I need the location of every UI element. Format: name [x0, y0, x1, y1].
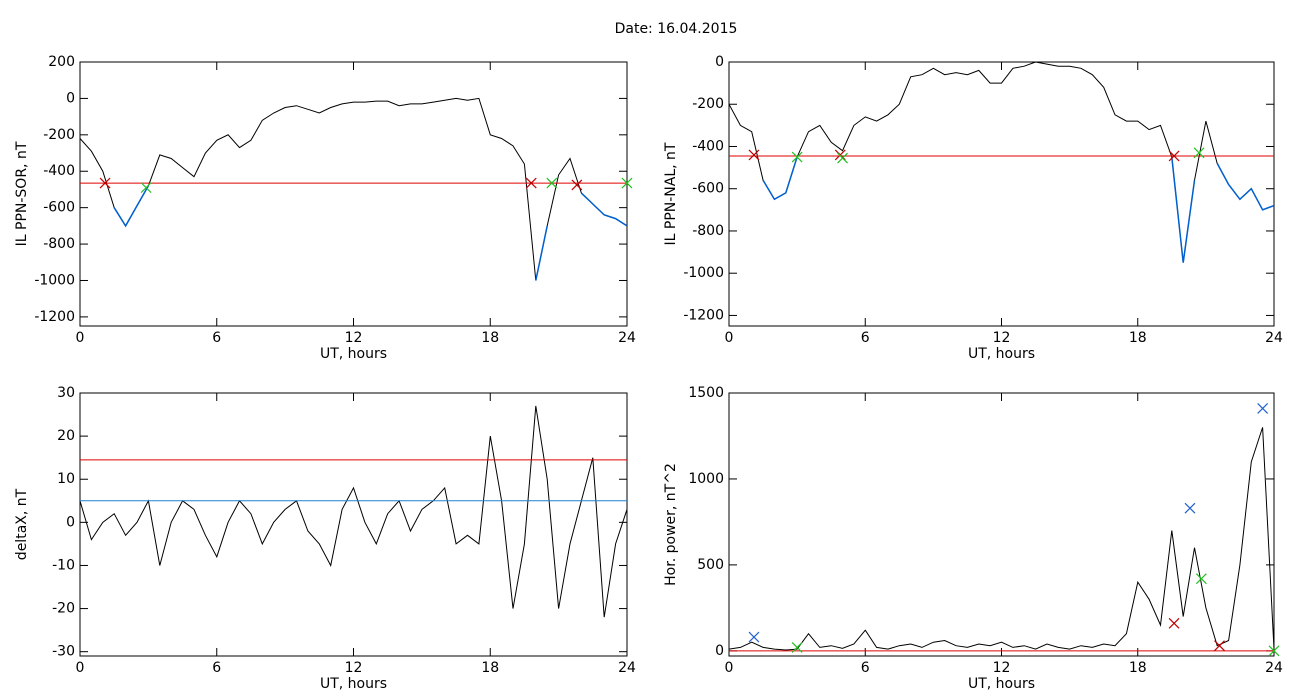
- below-threshold-line: [762, 156, 798, 201]
- x-tick-label: 6: [212, 660, 221, 676]
- y-axis-label: Hor. power, nT^2: [663, 463, 679, 586]
- marker: [837, 152, 848, 164]
- data-line: [729, 427, 1274, 651]
- y-tick-label: 0: [66, 514, 75, 530]
- y-axis-label: IL PPN-SOR, nT: [14, 141, 30, 246]
- below-threshold-line: [1171, 156, 1196, 263]
- below-threshold-line: [1216, 163, 1274, 211]
- y-tick-label: -1200: [683, 307, 724, 323]
- x-tick-label: 24: [618, 660, 636, 676]
- marker: [748, 149, 760, 161]
- marker: [1168, 617, 1180, 629]
- marker: [140, 182, 152, 194]
- marker: [621, 177, 633, 189]
- y-tick-label: 0: [715, 643, 724, 659]
- x-tick-label: 12: [993, 660, 1011, 676]
- x-tick-label: 18: [481, 330, 499, 346]
- marker: [1168, 150, 1180, 162]
- y-tick-label: -1200: [34, 309, 75, 325]
- y-tick-label: -600: [43, 200, 75, 216]
- x-tick-label: 24: [618, 330, 636, 346]
- marker: [1195, 573, 1207, 585]
- y-tick-label: 0: [715, 54, 724, 70]
- y-tick-label: 30: [57, 385, 75, 401]
- y-tick-label: 10: [57, 471, 75, 487]
- marker: [1268, 645, 1280, 657]
- y-tick-label: 1000: [688, 471, 724, 487]
- marker: [525, 177, 537, 189]
- x-tick-label: 6: [212, 330, 221, 346]
- marker: [1214, 640, 1225, 652]
- marker: [1184, 502, 1196, 514]
- y-tick-label: -400: [692, 138, 724, 154]
- figure-title: Date: 16.04.2015: [615, 21, 738, 37]
- y-tick-label: 20: [57, 428, 75, 444]
- x-axis-label: UT, hours: [968, 346, 1035, 362]
- marker: [748, 631, 760, 643]
- y-tick-label: -200: [43, 127, 75, 143]
- y-tick-label: -800: [692, 223, 724, 239]
- x-tick-label: 18: [1129, 660, 1147, 676]
- x-tick-label: 18: [481, 660, 499, 676]
- x-axis-label: UT, hours: [968, 676, 1035, 692]
- y-tick-label: -800: [43, 236, 75, 252]
- y-tick-label: -400: [43, 163, 75, 179]
- y-tick-label: -1000: [683, 265, 724, 281]
- marker: [1257, 403, 1269, 414]
- y-tick-label: -600: [692, 181, 724, 197]
- y-axis-label: deltaX, nT: [14, 488, 30, 560]
- marker: [99, 177, 111, 189]
- y-tick-label: 0: [66, 90, 75, 106]
- x-tick-label: 12: [345, 330, 363, 346]
- marker: [546, 177, 558, 189]
- x-axis-label: UT, hours: [320, 346, 387, 362]
- x-tick-label: 0: [76, 330, 85, 346]
- marker: [791, 151, 803, 163]
- y-tick-label: 500: [697, 557, 724, 573]
- marker: [791, 641, 803, 653]
- y-tick-label: -1000: [34, 272, 75, 288]
- x-tick-label: 6: [861, 660, 870, 676]
- x-axis-label: UT, hours: [320, 676, 387, 692]
- x-tick-label: 18: [1129, 330, 1147, 346]
- below-threshold-line: [580, 192, 627, 227]
- x-tick-label: 0: [76, 660, 85, 676]
- y-tick-label: 200: [48, 54, 75, 70]
- x-tick-label: 12: [345, 660, 363, 676]
- marker: [1193, 147, 1205, 159]
- marker: [571, 179, 583, 191]
- y-tick-label: -20: [52, 601, 75, 617]
- marker: [834, 149, 846, 161]
- y-axis-label: IL PPN-NAL, nT: [663, 142, 679, 245]
- below-threshold-line: [113, 185, 150, 228]
- x-tick-label: 6: [861, 330, 870, 346]
- y-tick-label: -200: [692, 96, 724, 112]
- y-tick-label: 1500: [688, 385, 724, 401]
- below-threshold-line: [535, 225, 548, 281]
- x-tick-label: 24: [1265, 660, 1283, 676]
- y-tick-label: -30: [52, 644, 75, 660]
- x-tick-label: 24: [1265, 330, 1283, 346]
- data-line: [80, 405, 627, 618]
- x-tick-label: 0: [725, 330, 734, 346]
- x-tick-label: 12: [993, 330, 1011, 346]
- y-tick-label: -10: [52, 557, 75, 573]
- x-tick-label: 0: [725, 660, 734, 676]
